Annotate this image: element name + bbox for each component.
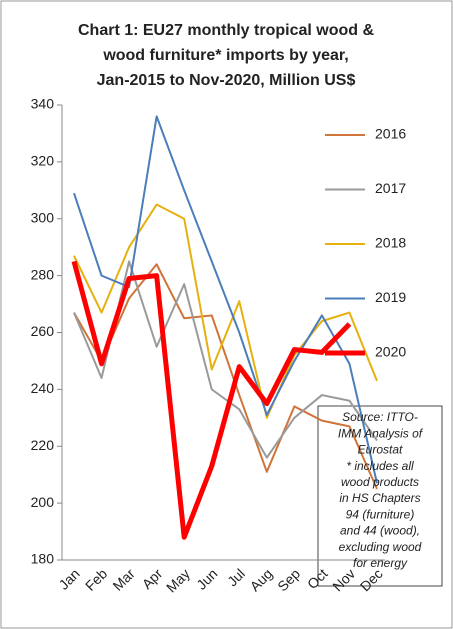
chart-title: wood furniture* imports by year, [102, 47, 348, 64]
legend-label: 2020 [375, 344, 406, 360]
y-tick-label: 180 [31, 551, 55, 567]
y-tick-label: 280 [31, 266, 55, 282]
y-tick-label: 200 [31, 494, 55, 510]
source-note: Source: ITTO- [342, 410, 418, 424]
x-tick-label: Sep [274, 565, 303, 594]
source-note: * includes all [346, 459, 414, 473]
source-note: for energy [353, 556, 408, 570]
chart-title: Jan-2015 to Nov-2020, Million US$ [97, 72, 356, 89]
source-box [317, 405, 443, 587]
x-tick-label: Jan [55, 565, 82, 592]
x-tick-label: May [163, 565, 193, 595]
y-tick-label: 240 [31, 380, 55, 396]
y-tick-label: 340 [31, 96, 55, 112]
source-note: and 44 (wood), [340, 524, 420, 538]
series-line [73, 260, 378, 459]
x-tick-label: Aug [247, 565, 276, 594]
legend-label: 2016 [375, 126, 406, 142]
y-tick-label: 220 [31, 437, 55, 453]
x-tick-label: Feb [82, 565, 111, 594]
source-note: Eurostat [358, 443, 403, 457]
x-tick-label: Mar [109, 565, 138, 594]
series-line [73, 263, 378, 490]
series-line [73, 203, 378, 419]
source-note: 94 (furniture) [346, 507, 415, 521]
x-tick-label: Apr [139, 565, 166, 592]
legend-label: 2017 [375, 180, 406, 196]
x-tick-label: Jun [193, 565, 220, 592]
source-note: excluding wood [339, 540, 422, 554]
y-tick-label: 300 [31, 209, 55, 225]
source-note: wood products [341, 475, 419, 489]
y-tick-label: 320 [31, 153, 55, 169]
x-tick-label: Jul [224, 565, 248, 589]
chart-title: Chart 1: EU27 monthly tropical wood & [78, 22, 374, 39]
series-line [71, 260, 352, 540]
legend-label: 2019 [375, 289, 406, 305]
legend-label: 2018 [375, 235, 406, 251]
y-tick-label: 260 [31, 323, 55, 339]
source-note: in HS Chapters [339, 491, 420, 505]
source-note: IMM Analysis of [338, 426, 424, 440]
